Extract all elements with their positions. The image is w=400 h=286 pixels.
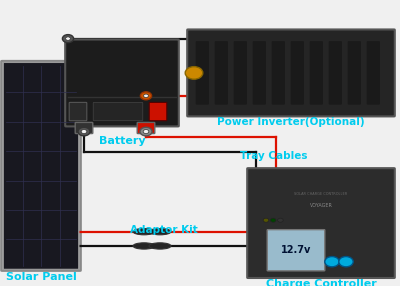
- FancyBboxPatch shape: [271, 41, 285, 105]
- FancyBboxPatch shape: [290, 41, 304, 105]
- FancyBboxPatch shape: [137, 122, 155, 134]
- FancyBboxPatch shape: [195, 41, 209, 105]
- Circle shape: [140, 92, 152, 100]
- Ellipse shape: [149, 229, 171, 235]
- Circle shape: [81, 130, 87, 134]
- Circle shape: [62, 35, 74, 43]
- FancyBboxPatch shape: [214, 41, 228, 105]
- Circle shape: [270, 218, 276, 222]
- Text: Charge Controller: Charge Controller: [266, 279, 376, 286]
- FancyBboxPatch shape: [187, 29, 395, 116]
- Circle shape: [140, 127, 152, 136]
- Text: Power Inverter(Optional): Power Inverter(Optional): [217, 117, 365, 127]
- FancyBboxPatch shape: [75, 122, 93, 134]
- Circle shape: [185, 67, 203, 79]
- FancyBboxPatch shape: [69, 102, 87, 121]
- FancyBboxPatch shape: [347, 41, 361, 105]
- Text: Solar Panel: Solar Panel: [6, 272, 76, 282]
- FancyBboxPatch shape: [1, 61, 81, 271]
- Text: Adaptor Kit: Adaptor Kit: [130, 225, 198, 235]
- FancyBboxPatch shape: [233, 41, 247, 105]
- Circle shape: [144, 94, 148, 98]
- FancyBboxPatch shape: [366, 41, 380, 105]
- Ellipse shape: [133, 243, 155, 249]
- Ellipse shape: [133, 229, 155, 235]
- FancyBboxPatch shape: [267, 230, 325, 271]
- Text: VOYAGER: VOYAGER: [310, 203, 332, 208]
- FancyBboxPatch shape: [309, 41, 323, 105]
- Circle shape: [66, 37, 70, 40]
- Circle shape: [278, 218, 283, 222]
- FancyBboxPatch shape: [328, 41, 342, 105]
- Circle shape: [143, 130, 149, 134]
- Ellipse shape: [149, 243, 171, 249]
- Circle shape: [78, 127, 90, 136]
- FancyBboxPatch shape: [252, 41, 266, 105]
- Circle shape: [339, 257, 353, 267]
- FancyBboxPatch shape: [149, 102, 167, 121]
- FancyBboxPatch shape: [93, 102, 143, 121]
- FancyBboxPatch shape: [3, 62, 79, 269]
- FancyBboxPatch shape: [247, 168, 395, 278]
- Text: Tray Cables: Tray Cables: [240, 151, 308, 161]
- Text: Battery: Battery: [99, 136, 145, 146]
- Text: SOLAR CHARGE CONTROLLER: SOLAR CHARGE CONTROLLER: [294, 192, 348, 196]
- Text: 12.7v: 12.7v: [281, 245, 311, 255]
- Circle shape: [325, 257, 339, 267]
- FancyBboxPatch shape: [65, 39, 179, 126]
- Circle shape: [263, 218, 269, 222]
